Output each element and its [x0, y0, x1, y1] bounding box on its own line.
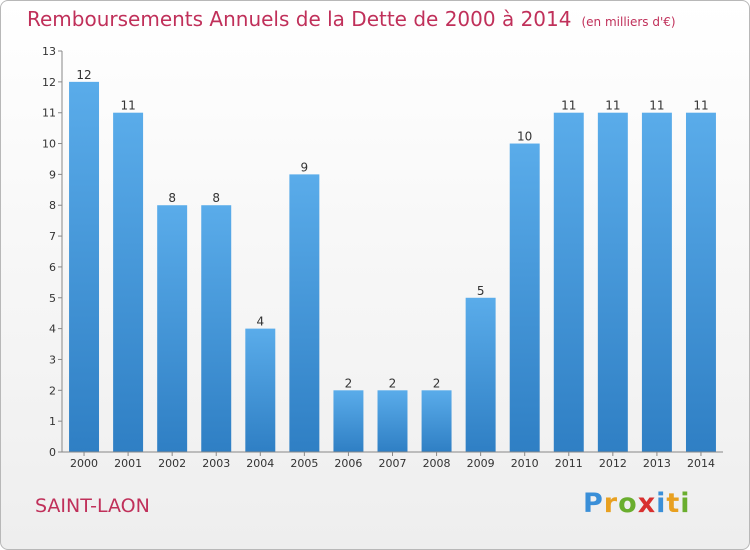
data-label: 11	[120, 99, 135, 113]
logo-letter: o	[618, 488, 638, 519]
x-tick-label: 2008	[423, 457, 451, 470]
y-tick-label: 7	[49, 230, 56, 243]
data-label: 11	[649, 99, 664, 113]
x-tick-label: 2010	[511, 457, 539, 470]
bar-2000	[69, 81, 100, 452]
bar-2002	[157, 205, 188, 452]
x-tick-label: 2003	[202, 457, 230, 470]
logo-letter: t	[666, 488, 681, 519]
y-tick-label: 3	[49, 353, 56, 366]
x-tick-label: 2000	[70, 457, 98, 470]
bar-2010	[509, 143, 540, 453]
data-label: 12	[76, 68, 91, 82]
bar-2003	[201, 205, 232, 452]
y-tick-label: 11	[42, 107, 56, 120]
x-tick-label: 2005	[290, 457, 318, 470]
commune-name: SAINT-LAON	[35, 495, 150, 517]
bar-2005	[289, 174, 320, 452]
y-tick-label: 5	[49, 292, 56, 305]
data-label: 9	[301, 160, 309, 174]
x-tick-label: 2012	[599, 457, 627, 470]
y-tick-label: 6	[49, 261, 56, 274]
logo-letter: r	[603, 488, 619, 519]
data-label: 11	[561, 99, 576, 113]
y-tick-label: 0	[49, 446, 56, 459]
data-label: 5	[477, 284, 485, 298]
bar-2009	[465, 297, 496, 452]
x-tick-label: 2009	[467, 457, 495, 470]
logo-letter: i	[656, 488, 667, 519]
y-tick-label: 9	[49, 168, 56, 181]
data-label: 11	[605, 99, 620, 113]
bar-2008	[421, 390, 452, 452]
x-tick-label: 2004	[246, 457, 274, 470]
logo-letter: x	[637, 488, 657, 519]
y-tick-label: 1	[49, 415, 56, 428]
bar-2011	[553, 112, 584, 452]
chart-title-text: Remboursements Annuels de la Dette de 20…	[27, 7, 572, 31]
chart-subtitle: (en milliers d'€)	[581, 15, 676, 29]
data-label: 11	[693, 99, 708, 113]
x-tick-label: 2013	[643, 457, 671, 470]
x-tick-label: 2007	[379, 457, 407, 470]
bar-2006	[333, 390, 364, 452]
y-tick-label: 4	[49, 323, 56, 336]
data-label: 2	[389, 376, 397, 390]
y-tick-label: 8	[49, 199, 56, 212]
x-tick-label: 2001	[114, 457, 142, 470]
data-label: 10	[517, 130, 532, 144]
data-label: 4	[256, 315, 264, 329]
logo-letter: i	[680, 488, 691, 519]
proxiti-logo: Proxiti	[583, 488, 691, 519]
x-tick-label: 2014	[687, 457, 715, 470]
bar-2004	[245, 328, 276, 452]
bar-2014	[685, 112, 716, 452]
y-tick-label: 12	[42, 76, 56, 89]
bar-2013	[641, 112, 672, 452]
bar-2007	[377, 390, 408, 452]
y-tick-label: 2	[49, 384, 56, 397]
bar-2001	[113, 112, 144, 452]
data-label: 8	[168, 191, 176, 205]
y-tick-label: 10	[42, 138, 56, 151]
data-label: 2	[433, 376, 441, 390]
y-tick-label: 13	[42, 45, 56, 58]
chart-title: Remboursements Annuels de la Dette de 20…	[27, 7, 676, 31]
x-tick-label: 2011	[555, 457, 583, 470]
bar-2012	[597, 112, 628, 452]
data-label: 8	[212, 191, 220, 205]
x-tick-label: 2002	[158, 457, 186, 470]
data-label: 2	[345, 376, 353, 390]
x-tick-label: 2006	[334, 457, 362, 470]
logo-letter: P	[583, 488, 604, 519]
